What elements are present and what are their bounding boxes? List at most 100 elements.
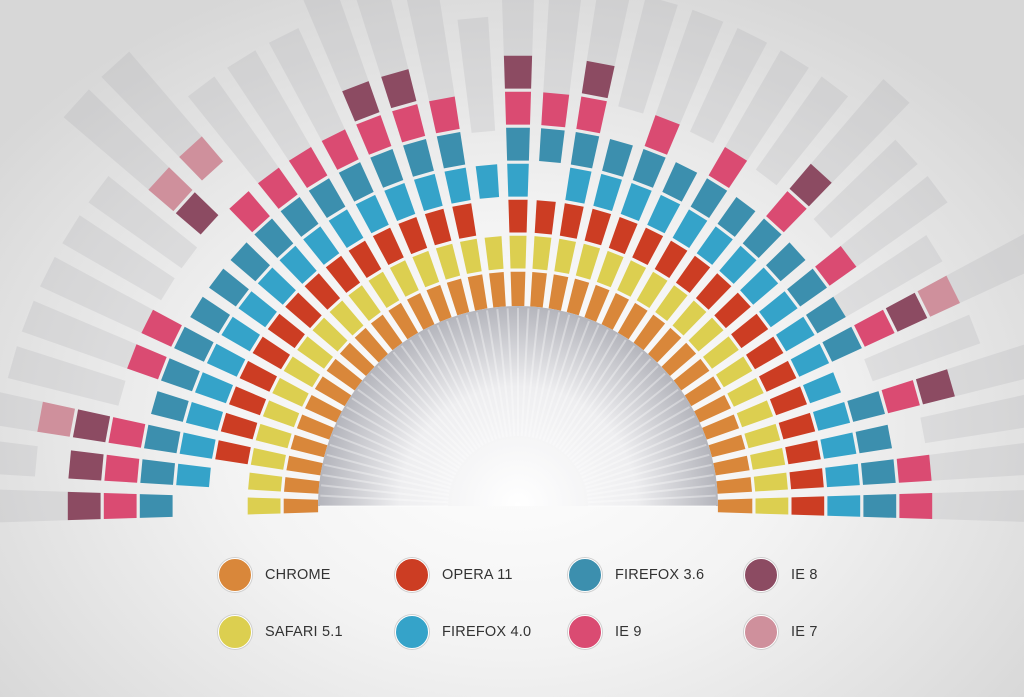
bar-shadow [654,9,724,127]
legend-label: IE 7 [791,624,818,640]
bar-segment-ie-8 [581,60,615,99]
bar-segment-opera-11 [769,386,807,416]
legend-swatch [395,558,429,592]
bar-segment-firefox-3-6 [787,268,827,307]
bar-segment-ie-9 [141,309,182,347]
bar-segment-chrome [510,271,526,307]
center-ray [436,324,491,443]
bar-segment-ie-9 [541,92,570,128]
bar-segment-firefox-4-0 [719,245,757,284]
bar-segment-ie-9 [108,417,146,448]
bar-segment-firefox-4-0 [206,343,246,377]
bar-segment-chrome [713,455,750,476]
legend-label: FIREFOX 3.6 [615,567,705,583]
bar-segment-chrome [566,278,590,316]
legend-label: IE 8 [791,567,818,583]
bar-segment-opera-11 [304,273,341,310]
center-ray [535,314,571,439]
bar-segment-safari-5-1 [412,250,440,288]
bar-segment-firefox-4-0 [803,372,841,404]
center-ray [446,320,494,441]
bar-segment-opera-11 [675,255,711,293]
bar-segment-safari-5-1 [575,243,601,280]
bar-segment-ie-8 [175,192,219,235]
center-ray [574,388,679,466]
bar-segment-firefox-4-0 [593,173,622,211]
bar-segment-ie-9 [708,147,748,188]
bar-segment-opera-11 [267,313,305,349]
center-ray [326,453,451,489]
bar-segment-safari-5-1 [750,448,786,470]
legend-label: CHROME [265,567,331,583]
bar-segment-ie-9 [505,91,531,125]
bar-shadow [618,0,678,114]
bar-shadow [62,215,175,301]
bar-segment-firefox-3-6 [861,459,896,485]
bar-segment-firefox-3-6 [161,358,200,392]
bar-segment-ie-8 [67,491,101,521]
bar-segment-safari-5-1 [509,235,527,269]
bar-segment-opera-11 [785,440,821,465]
center-ray [555,339,627,448]
bar-segment-chrome [426,284,452,322]
bar-segment-opera-11 [608,217,638,255]
bar-segment-ie-8 [885,292,928,332]
legend-item-ie-7: IE 7 [744,615,818,649]
bar-segment-ie-9 [392,104,426,143]
legend-swatch [395,615,429,649]
center-ray [571,380,673,463]
bar-shadow [101,51,204,159]
bar-segment-safari-5-1 [484,236,504,271]
bar-segment-safari-5-1 [460,238,482,274]
legend-item-firefox-3-6: FIREFOX 3.6 [568,558,704,592]
bar-segment-ie-9 [881,380,920,414]
bar-segment-ie-9 [321,129,359,170]
bar-shadow [944,344,1024,397]
bar-segment-firefox-3-6 [766,242,806,282]
bar-segment-firefox-4-0 [647,194,681,234]
bar-shadow [926,442,1024,481]
bar-shadow [755,76,848,186]
bar-segment-opera-11 [731,313,769,349]
bar-segment-safari-5-1 [248,472,283,492]
center-ray [542,320,590,441]
bar-segment-chrome [489,272,506,308]
bar-segment-safari-5-1 [596,250,624,288]
bar-shadow [502,0,534,59]
bar-segment-firefox-3-6 [822,326,862,362]
bar-segment-firefox-3-6 [144,424,181,454]
legend-swatch [218,558,252,592]
bar-segment-firefox-3-6 [174,326,214,362]
bar-segment-ie-7 [179,136,224,181]
bar-segment-firefox-4-0 [176,463,211,488]
bar-segment-chrome [326,358,363,391]
bar-segment-chrome [286,455,323,476]
bar-segment-firefox-4-0 [759,291,798,328]
bar-segment-chrome [296,414,334,440]
bar-segment-safari-5-1 [329,300,364,336]
center-ray [475,312,505,438]
bar-segment-firefox-3-6 [539,128,565,163]
center-ray [363,380,465,463]
bar-segment-safari-5-1 [255,423,292,449]
bar-segment-opera-11 [372,227,404,265]
bar-shadow [227,50,313,163]
bar-segment-ie-9 [103,493,137,519]
bar-segment-ie-8 [503,55,533,89]
bar-segment-ie-8 [915,369,955,405]
bar-segment-firefox-4-0 [507,163,529,197]
bar-segment-safari-5-1 [250,448,286,470]
bar-segment-chrome [446,278,470,316]
bar-segment-chrome [716,477,752,494]
radial-bar-chart [0,0,1024,523]
bar-segment-ie-9 [815,246,857,286]
bar-segment-ie-9 [896,454,932,483]
center-ray [579,415,695,476]
center-ray [584,443,707,486]
bar-segment-opera-11 [759,360,797,392]
bar-segment-chrome [684,376,722,407]
center-ray [552,334,618,446]
bar-shadow [723,50,809,163]
bar-segment-firefox-3-6 [370,149,404,188]
center-ray [377,365,470,458]
